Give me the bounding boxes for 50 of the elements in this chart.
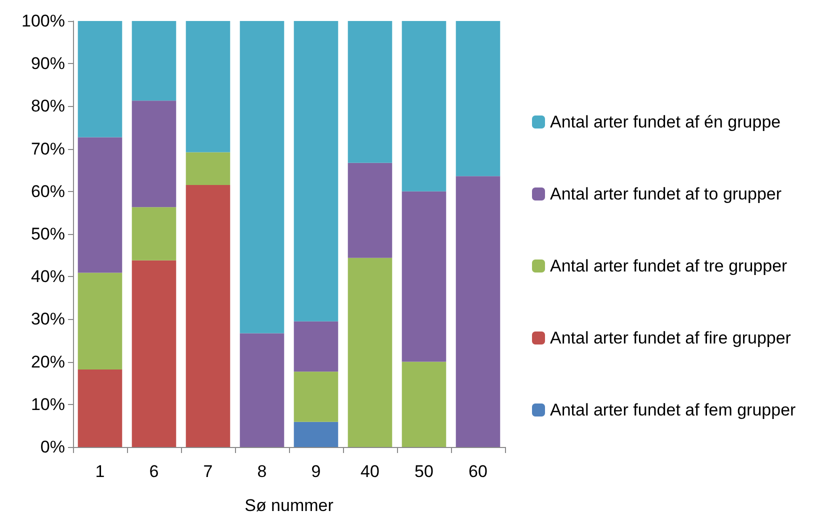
y-tick-label: 10% xyxy=(30,394,65,414)
y-tick-label: 100% xyxy=(22,12,65,30)
bar xyxy=(78,137,122,273)
y-tick-label: 20% xyxy=(30,352,65,372)
legend-label: Antal arter fundet af én gruppe xyxy=(550,112,781,132)
bar xyxy=(402,362,446,447)
bar xyxy=(186,21,230,152)
bar xyxy=(186,185,230,447)
y-tick-label: 50% xyxy=(30,224,65,244)
x-tick-label: 60 xyxy=(468,462,488,481)
y-tick-label: 40% xyxy=(30,267,65,286)
bar xyxy=(240,333,284,447)
bar xyxy=(132,260,176,447)
bar xyxy=(186,152,230,186)
bar xyxy=(132,207,176,260)
y-tick-label: 30% xyxy=(30,310,65,329)
y-tick-label: 60% xyxy=(30,182,65,201)
bar xyxy=(348,162,392,258)
bar xyxy=(132,100,176,208)
legend-label: Antal arter fundet af tre grupper xyxy=(550,256,788,276)
x-tick-label: 50 xyxy=(414,462,434,481)
bar xyxy=(348,258,392,447)
x-tick-label: 40 xyxy=(360,462,380,481)
bar xyxy=(78,369,122,447)
bar xyxy=(456,21,500,176)
bar xyxy=(294,321,338,372)
bar xyxy=(402,21,446,192)
legend-label: Antal arter fundet af fire grupper xyxy=(550,328,792,348)
x-tick-label: 6 xyxy=(149,462,159,481)
legend-label: Antal arter fundet af to grupper xyxy=(550,184,782,204)
bar xyxy=(456,176,500,447)
x-tick-label: 7 xyxy=(203,462,213,481)
y-tick-label: 90% xyxy=(30,54,65,74)
bar xyxy=(348,21,392,163)
x-tick-label: 1 xyxy=(95,462,105,481)
x-tick-label: 9 xyxy=(311,462,321,481)
x-axis-title: Sø nummer xyxy=(244,496,334,515)
bar xyxy=(132,21,176,101)
y-tick-label: 0% xyxy=(40,438,65,456)
x-tick-label: 8 xyxy=(257,462,267,481)
bar xyxy=(294,21,338,322)
y-tick-label: 70% xyxy=(30,139,65,158)
bar xyxy=(78,272,122,370)
y-tick-label: 80% xyxy=(30,96,65,116)
bar xyxy=(294,372,338,422)
legend-label: Antal arter fundet af fem grupper xyxy=(550,400,796,420)
bar xyxy=(402,191,446,362)
bar xyxy=(78,21,122,138)
bar xyxy=(294,422,338,447)
bar xyxy=(240,21,284,334)
